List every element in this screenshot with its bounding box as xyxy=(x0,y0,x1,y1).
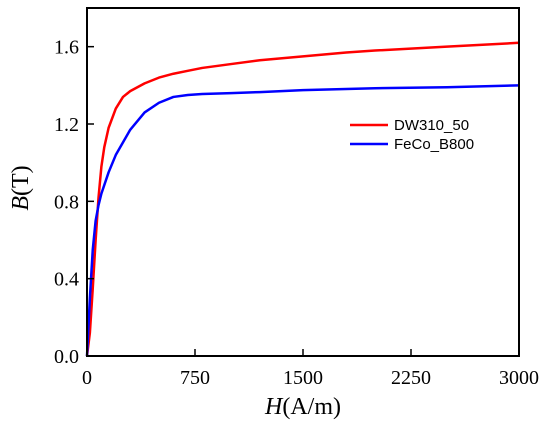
x-tick-label: 0 xyxy=(82,367,92,389)
legend-label-feco_b800: FeCo_B800 xyxy=(394,136,474,153)
series-line-feco_b800 xyxy=(85,84,520,357)
y-tick-label: 0.4 xyxy=(54,269,79,291)
x-axis-label: H(A/m) xyxy=(264,394,341,420)
x-tick-label: 750 xyxy=(180,367,210,389)
x-tick-label: 3000 xyxy=(499,367,539,389)
y-tick-label: 0.0 xyxy=(54,346,79,368)
legend-label-dw310_50: DW310_50 xyxy=(394,117,469,134)
y-tick-label: 1.2 xyxy=(54,114,79,136)
y-tick-label: 1.6 xyxy=(54,37,79,59)
y-axis-label: B(T) xyxy=(8,165,34,210)
plot-frame xyxy=(86,7,520,357)
series-layer xyxy=(85,41,520,357)
legend: DW310_50 FeCo_B800 xyxy=(350,117,474,153)
x-tick-label: 1500 xyxy=(283,367,323,389)
y-tick-label: 0.8 xyxy=(54,191,79,213)
y-axis-symbol: B xyxy=(8,196,34,211)
x-tick-label: 2250 xyxy=(391,367,431,389)
axes-layer: 0 750 1500 2250 3000 0.0 0.4 0.8 1.2 1.6 H(A/m) B(T… xyxy=(8,7,539,420)
y-axis-unit: (T) xyxy=(8,165,34,196)
x-axis-unit: (A/m) xyxy=(282,394,341,420)
x-axis-symbol: H xyxy=(264,394,284,420)
